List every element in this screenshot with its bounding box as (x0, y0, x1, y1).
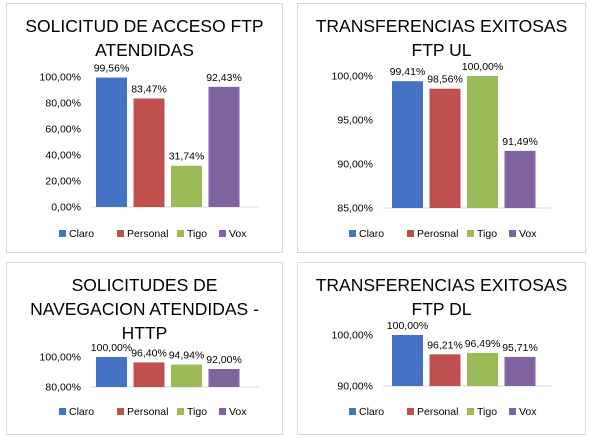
legend-label: Vox (229, 406, 247, 418)
chart-title: TRANSFERENCIAS EXITOSAS FTP UL (298, 14, 585, 62)
y-tick-label: 100,00% (332, 71, 373, 83)
chart-title: TRANSFERENCIAS EXITOSAS FTP DL (298, 273, 585, 321)
legend-label: Tigo (187, 406, 207, 418)
chart-title-line: SOLICITUD DE ACCESO FTP (25, 16, 264, 36)
bar-personal (429, 354, 461, 386)
data-label: 100,00% (462, 61, 503, 73)
data-label: 95,71% (502, 342, 538, 354)
bar-claro (392, 81, 423, 208)
bar-tigo (171, 364, 202, 387)
legend-swatch (219, 408, 226, 415)
bar-chart-svg: 85,00%90,00%95,00%100,00% 99,41%98,56%100… (332, 61, 551, 240)
legend-label: Personal (127, 228, 168, 240)
bar-tigo (171, 165, 202, 207)
chart-title-line: FTP UL (411, 40, 472, 60)
data-label: 96,40% (131, 347, 167, 359)
y-tick-label: 90,00% (337, 381, 373, 393)
legend-swatch (177, 408, 184, 415)
legend-label: Vox (519, 228, 537, 240)
y-tick-label: 60,00% (45, 124, 81, 136)
bar-chart-svg: 80,00%100,00%100,00%96,40% 94,94% 92,00%Cl… (40, 342, 259, 418)
y-tick-label: 85,00% (337, 203, 373, 215)
chart-panel-transferencias-ftp-ul: TRANSFERENCIAS EXITOSAS FTP UL 85,00% 90,… (297, 3, 586, 253)
legend-swatch (59, 408, 66, 415)
bar-tigo (467, 76, 498, 208)
y-tick-label: 100,00% (40, 352, 81, 364)
legend-swatch (117, 230, 124, 237)
chart-title-line: TRANSFERENCIAS EXITOSAS (315, 16, 568, 36)
data-label: 96,21% (427, 339, 463, 351)
y-tick-label: 90,00% (337, 159, 373, 171)
data-label: 92,43% (206, 72, 242, 84)
chart-title-line: FTP DL (411, 299, 472, 319)
bar-vox (208, 86, 240, 207)
legend-label: Personal (127, 406, 168, 418)
y-tick-label: 100,00% (40, 72, 81, 84)
legend-label: Claro (69, 228, 94, 240)
chart-title: SOLICITUD DE ACCESO FTP ATENDIDAS (7, 14, 282, 62)
data-label: 91,49% (502, 136, 538, 148)
bar-personal (133, 362, 165, 387)
bar-claro (392, 335, 423, 386)
legend-swatch (177, 230, 184, 237)
legend-label: Claro (69, 406, 94, 418)
chart-title-line: HTTP (121, 323, 168, 343)
chart-panel-solicitud-acceso-ftp: SOLICITUD DE ACCESO FTP ATENDIDAS 0,00% 2… (6, 3, 283, 253)
bar-vox (504, 356, 536, 386)
data-label: 83,47% (131, 83, 167, 95)
bar-claro (96, 77, 127, 208)
chart-title-line: SOLICITUDES DE (71, 275, 218, 295)
chart-panel-solicitudes-navegacion-http: SOLICITUDES DE NAVEGACION ATENDIDAS - HT… (6, 262, 283, 435)
chart-title-line: ATENDIDAS (95, 40, 194, 60)
legend-swatch (117, 408, 124, 415)
data-label: 99,56% (94, 63, 130, 75)
chart-title-line: NAVEGACION ATENDIDAS - (30, 299, 259, 319)
legend-swatch (509, 230, 516, 237)
legend-swatch (349, 408, 356, 415)
data-label: 92,00% (206, 354, 242, 366)
legend-swatch (407, 408, 414, 415)
y-tick-label: 20,00% (45, 176, 81, 188)
legend-label: Vox (519, 406, 537, 418)
legend-label: Vox (229, 228, 247, 240)
legend-swatch (509, 408, 516, 415)
bar-chart-svg: 90,00% 100,00% 100,00% 96,21% 96,49% 95,71% Cl… (332, 320, 551, 418)
data-label: 31,74% (169, 151, 205, 163)
y-tick-label: 0,00% (51, 202, 81, 214)
data-label: 98,56% (427, 74, 463, 86)
data-label: 100,00% (387, 320, 428, 332)
legend-label: Perosnal (417, 228, 458, 240)
legend-label: Tigo (477, 228, 497, 240)
bar-tigo (467, 352, 498, 386)
legend-swatch (407, 230, 414, 237)
legend-swatch (59, 230, 66, 237)
bar-vox (504, 150, 536, 208)
bar-perosnal (429, 88, 461, 208)
legend-label: Tigo (477, 406, 497, 418)
y-tick-label: 80,00% (45, 98, 81, 110)
legend-swatch (349, 230, 356, 237)
data-label: 94,94% (169, 350, 205, 362)
legend-label: Personal (417, 406, 458, 418)
bar-chart-svg: 0,00% 20,00% 40,00% 60,00% 80,00% 100,00% 99,5… (40, 63, 259, 240)
y-tick-label: 95,00% (337, 115, 373, 127)
legend-label: Claro (359, 406, 384, 418)
legend-swatch (219, 230, 226, 237)
y-tick-label: 40,00% (45, 150, 81, 162)
chart-title: SOLICITUDES DE NAVEGACION ATENDIDAS - HT… (7, 273, 282, 345)
y-tick-label: 80,00% (45, 382, 81, 394)
bar-claro (96, 357, 127, 387)
bar-personal (133, 98, 165, 207)
data-label: 100,00% (91, 342, 132, 354)
legend-label: Tigo (187, 228, 207, 240)
legend-label: Claro (359, 228, 384, 240)
chart-title-line: TRANSFERENCIAS EXITOSAS (315, 275, 568, 295)
legend-swatch (467, 408, 474, 415)
bar-vox (208, 369, 240, 387)
data-label: 96,49% (465, 338, 501, 350)
data-label: 99,41% (390, 66, 426, 78)
legend-swatch (467, 230, 474, 237)
y-tick-label: 100,00% (332, 330, 373, 342)
chart-panel-transferencias-ftp-dl: TRANSFERENCIAS EXITOSAS FTP DL 90,00% 100… (297, 262, 586, 435)
